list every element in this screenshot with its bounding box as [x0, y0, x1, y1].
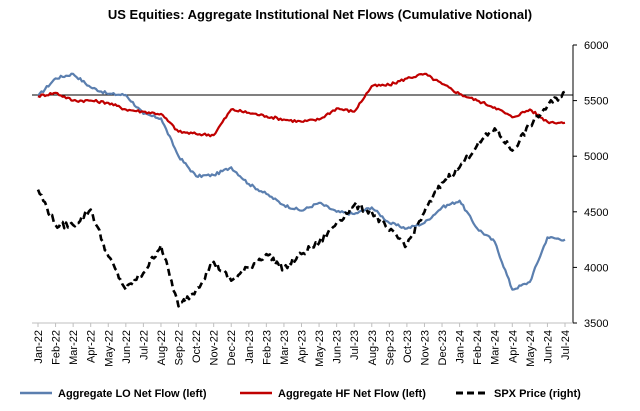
series-line-0 — [37, 72, 566, 291]
x-tick-label: Jun-23 — [332, 330, 344, 364]
x-tick-label: Feb-22 — [51, 330, 63, 365]
x-tick-label: Aug-23 — [367, 330, 379, 365]
x-tick-label: Nov-22 — [209, 330, 221, 365]
series-line-1 — [37, 72, 566, 138]
y-tick-label: 3500 — [584, 318, 608, 330]
series-layer — [36, 72, 566, 308]
x-tick-label: Jan-22 — [33, 330, 45, 364]
x-tick-label: Mar-23 — [279, 330, 291, 365]
x-axis-ticks: Jan-22 Feb-22 Mar-22 Apr-22 May-22 Jun-22 Jul-… — [33, 323, 572, 367]
chart-title: US Equities: Aggregate Institutional Net… — [108, 7, 532, 22]
x-tick-label: May-24 — [525, 330, 537, 367]
x-tick-label: Jun-24 — [542, 330, 554, 364]
x-tick-label: May-23 — [314, 330, 326, 367]
y-tick-label: 4000 — [584, 262, 608, 274]
x-tick-label: Jan-24 — [455, 330, 467, 364]
x-tick-label: Sep-23 — [384, 330, 396, 365]
legend-label-2: SPX Price (right) — [494, 388, 581, 400]
legend: Aggregate LO Net Flow (left) Aggregate HF… — [20, 388, 581, 400]
x-tick-label: Mar-22 — [68, 330, 80, 365]
x-tick-label: Jan-23 — [244, 330, 256, 364]
legend-label-0: Aggregate LO Net Flow (left) — [58, 388, 207, 400]
x-tick-label: Sep-22 — [174, 330, 186, 365]
plot-area — [32, 45, 574, 324]
x-tick-label: Feb-24 — [472, 330, 484, 365]
y-tick-label: 4500 — [584, 207, 608, 219]
y-tick-label: 5500 — [584, 96, 608, 108]
x-tick-label: Aug-22 — [156, 330, 168, 365]
x-tick-label: Jul-24 — [560, 330, 572, 360]
x-tick-label: Apr-23 — [297, 330, 309, 363]
x-tick-label: Mar-24 — [490, 330, 502, 365]
x-tick-label: Jul-23 — [349, 330, 361, 360]
x-tick-label: Feb-23 — [261, 330, 273, 365]
y-tick-label: 5000 — [584, 151, 608, 163]
x-tick-label: Oct-23 — [402, 330, 414, 363]
right-axis-ticks: 3500 4000 4500 5000 5500 6000 — [573, 40, 608, 330]
x-tick-label: Dec-22 — [226, 330, 238, 365]
x-tick-label: Nov-23 — [419, 330, 431, 365]
x-tick-label: Apr-24 — [507, 330, 519, 363]
x-tick-label: Jun-22 — [121, 330, 133, 364]
y-tick-label: 6000 — [584, 40, 608, 52]
x-tick-label: May-22 — [103, 330, 115, 367]
x-tick-label: Apr-22 — [86, 330, 98, 363]
x-tick-label: Oct-22 — [191, 330, 203, 363]
x-tick-label: Jul-22 — [138, 330, 150, 360]
legend-label-1: Aggregate HF Net Flow (left) — [278, 388, 426, 400]
series-line-2 — [36, 90, 566, 308]
x-tick-label: Dec-23 — [437, 330, 449, 365]
